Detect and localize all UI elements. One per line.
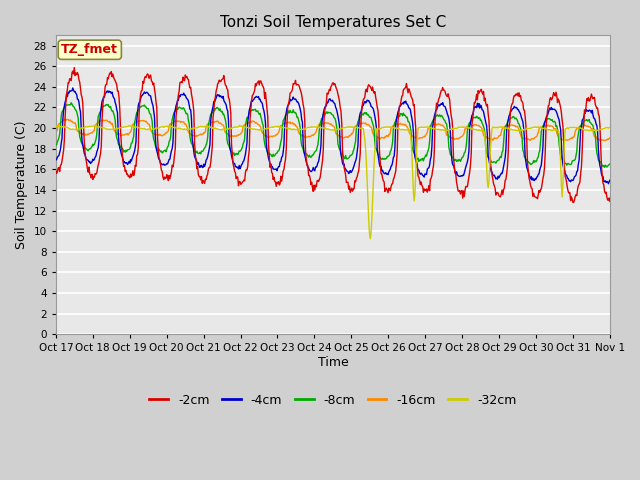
Legend: -2cm, -4cm, -8cm, -16cm, -32cm: -2cm, -4cm, -8cm, -16cm, -32cm (145, 389, 522, 411)
Title: Tonzi Soil Temperatures Set C: Tonzi Soil Temperatures Set C (220, 15, 446, 30)
Text: TZ_fmet: TZ_fmet (61, 43, 118, 56)
Y-axis label: Soil Temperature (C): Soil Temperature (C) (15, 120, 28, 249)
X-axis label: Time: Time (317, 356, 348, 369)
